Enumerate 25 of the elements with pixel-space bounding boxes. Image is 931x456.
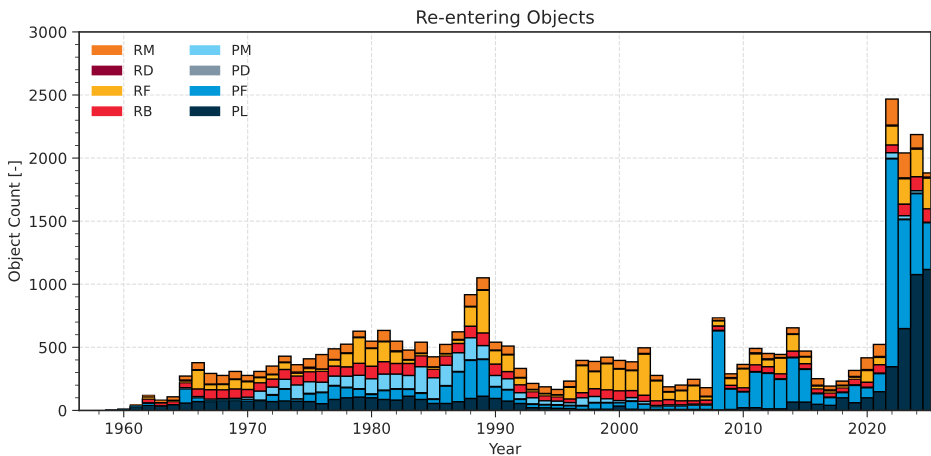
legend-label: RM bbox=[134, 44, 154, 55]
y-tick-label: 1000 bbox=[30, 278, 66, 290]
x-tick-label: 1960 bbox=[106, 422, 142, 434]
legend-label: PL bbox=[232, 106, 248, 116]
x-tick-label: 2020 bbox=[848, 422, 886, 434]
x-tick-label: 1990 bbox=[478, 422, 514, 434]
y-tick-label: 1500 bbox=[30, 216, 66, 228]
legend-label: PM bbox=[232, 44, 250, 55]
x-tick-label: 2010 bbox=[724, 422, 762, 434]
legend-label: RD bbox=[134, 65, 153, 76]
chart-title: Re-entering Objects bbox=[417, 10, 594, 28]
legend-label: RB bbox=[134, 106, 152, 116]
y-tick-label: 500 bbox=[39, 342, 66, 354]
y-axis-title: Object Count [-] bbox=[8, 161, 23, 282]
y-tick-label: 2500 bbox=[30, 89, 66, 102]
x-tick-label: 1980 bbox=[354, 422, 390, 434]
y-tick-label: 0 bbox=[58, 404, 66, 416]
legend-label: PD bbox=[232, 65, 250, 76]
legend-label: PF bbox=[232, 86, 247, 96]
y-tick-label: 2000 bbox=[30, 152, 66, 164]
x-tick-label: 1970 bbox=[230, 422, 266, 434]
x-tick-label: 2000 bbox=[601, 422, 638, 434]
x-axis-title: Year bbox=[488, 443, 522, 454]
y-tick-label: 3000 bbox=[30, 26, 66, 38]
legend-label: RF bbox=[134, 86, 150, 96]
